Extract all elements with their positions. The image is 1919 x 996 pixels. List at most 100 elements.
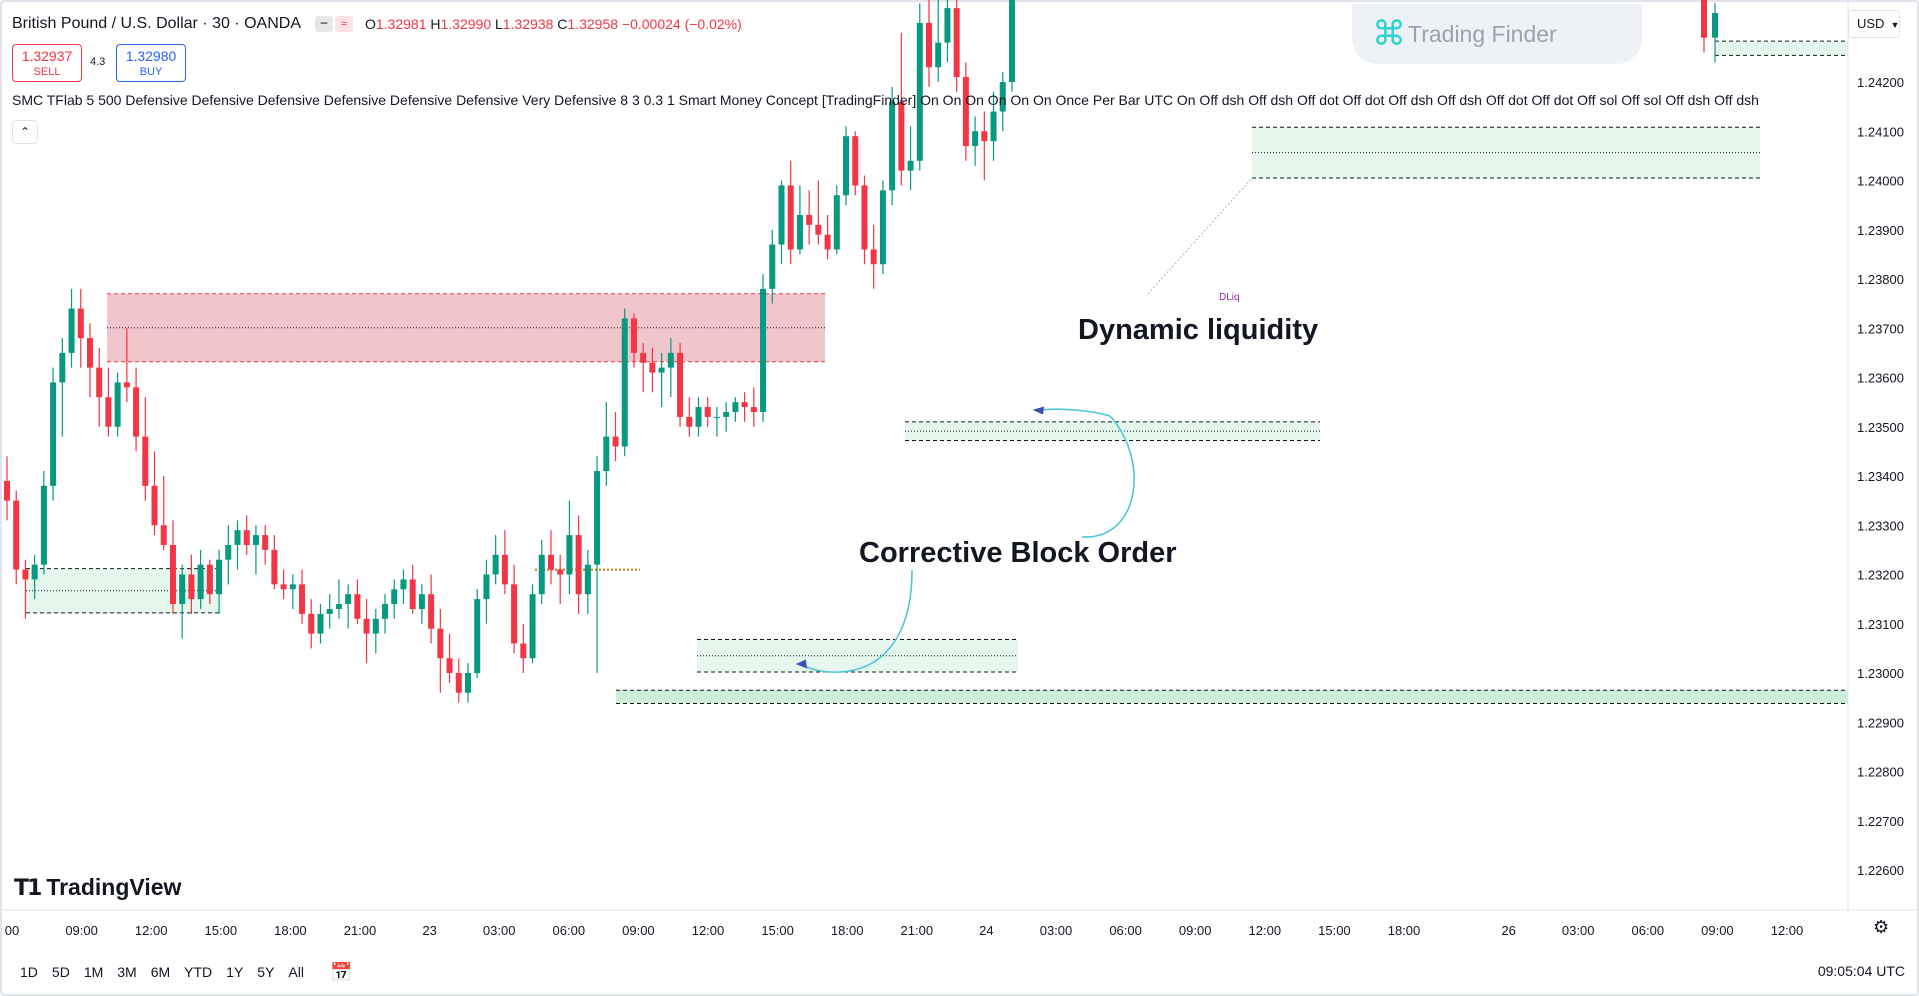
- zone-demand-4[interactable]: [1252, 127, 1760, 179]
- candle-15[interactable]: [142, 397, 149, 501]
- candle-65[interactable]: [603, 402, 610, 486]
- candle-59[interactable]: [547, 530, 554, 585]
- candle-10[interactable]: [96, 347, 103, 427]
- candle-51[interactable]: [474, 589, 481, 678]
- candle-2[interactable]: [22, 559, 29, 619]
- candle-27[interactable]: [252, 525, 259, 575]
- candle-79[interactable]: [732, 397, 739, 422]
- candle-70[interactable]: [649, 347, 656, 393]
- candle-0[interactable]: [4, 456, 10, 521]
- candle-12[interactable]: [114, 372, 121, 437]
- candle-17[interactable]: [160, 476, 167, 550]
- timeframe-6m[interactable]: 6M: [150, 964, 171, 980]
- price-axis[interactable]: 1.24200 1.24100 1.24000 1.23900 1.23800 1.237…: [1847, 0, 1904, 910]
- candle-33[interactable]: [308, 599, 315, 649]
- settings-gear-icon[interactable]: ⚙: [1873, 917, 1890, 937]
- candle-50[interactable]: [465, 663, 471, 703]
- candle-48[interactable]: [446, 633, 453, 683]
- candle-34[interactable]: [317, 604, 324, 644]
- candle-90[interactable]: [833, 185, 840, 255]
- candle-30[interactable]: [280, 569, 287, 600]
- candle-69[interactable]: [640, 343, 647, 393]
- candle-1[interactable]: [13, 490, 20, 585]
- candle-44[interactable]: [409, 564, 416, 614]
- last-candle-0[interactable]: [1701, 0, 1707, 53]
- candle-6[interactable]: [59, 338, 66, 437]
- candle-32[interactable]: [299, 569, 306, 624]
- candle-37[interactable]: [345, 584, 352, 629]
- candle-68[interactable]: [630, 313, 637, 368]
- candle-3[interactable]: [31, 554, 38, 600]
- collapse-legend-button[interactable]: ⌃: [12, 120, 38, 144]
- candle-39[interactable]: [363, 599, 370, 664]
- timeframe-3m[interactable]: 3M: [117, 964, 137, 980]
- candle-52[interactable]: [483, 559, 490, 624]
- candle-16[interactable]: [151, 451, 158, 536]
- candle-75[interactable]: [695, 397, 702, 437]
- candle-105[interactable]: [972, 116, 979, 166]
- candle-100[interactable]: [926, 0, 932, 87]
- candle-87[interactable]: [806, 190, 813, 245]
- timeframe-1y[interactable]: 1Y: [226, 964, 244, 980]
- candle-64[interactable]: [594, 456, 601, 673]
- currency-selector[interactable]: USD ▼: [1848, 10, 1900, 38]
- candle-71[interactable]: [658, 352, 665, 408]
- candle-106[interactable]: [981, 111, 988, 181]
- candle-101[interactable]: [935, 0, 942, 82]
- candle-76[interactable]: [704, 397, 711, 427]
- candle-91[interactable]: [843, 126, 850, 206]
- candle-36[interactable]: [335, 579, 342, 619]
- candle-35[interactable]: [326, 594, 333, 629]
- candle-22[interactable]: [206, 559, 213, 605]
- candle-19[interactable]: [179, 564, 186, 639]
- candle-108[interactable]: [999, 72, 1006, 132]
- candle-23[interactable]: [216, 549, 223, 614]
- candle-5[interactable]: [50, 367, 57, 501]
- candle-38[interactable]: [354, 579, 361, 624]
- candle-81[interactable]: [750, 387, 757, 427]
- candle-8[interactable]: [77, 288, 84, 368]
- candle-82[interactable]: [760, 274, 767, 422]
- candle-80[interactable]: [741, 392, 748, 422]
- candle-46[interactable]: [428, 574, 435, 644]
- candle-66[interactable]: [612, 411, 619, 462]
- candle-58[interactable]: [538, 540, 545, 605]
- timeframe-5y[interactable]: 5Y: [257, 964, 275, 980]
- candle-97[interactable]: [898, 32, 905, 186]
- candle-73[interactable]: [677, 343, 684, 427]
- tradingview-logo[interactable]: 𝗧𝟭 TradingView: [14, 874, 181, 901]
- last-candle-1[interactable]: [1712, 3, 1718, 63]
- candle-13[interactable]: [123, 328, 130, 403]
- candle-61[interactable]: [566, 500, 573, 595]
- candle-67[interactable]: [621, 308, 628, 457]
- candle-11[interactable]: [105, 367, 112, 437]
- candle-98[interactable]: [907, 126, 914, 191]
- candle-95[interactable]: [879, 180, 886, 275]
- candle-25[interactable]: [234, 520, 241, 570]
- timeframe-all[interactable]: All: [288, 964, 304, 980]
- utc-clock[interactable]: 09:05:04 UTC: [1817, 963, 1905, 979]
- time-axis[interactable]: 00 09:00 12:00 15:00 18:00 21:00 23 03:00 06:00 0…: [0, 909, 1919, 938]
- candle-21[interactable]: [197, 549, 204, 609]
- buy-button[interactable]: 1.32980 BUY: [116, 44, 186, 82]
- candle-43[interactable]: [400, 569, 407, 605]
- candle-109[interactable]: [1008, 0, 1015, 92]
- symbol-title[interactable]: British Pound / U.S. Dollar · 30 · OANDA: [12, 15, 301, 32]
- candle-92[interactable]: [852, 131, 859, 196]
- candle-86[interactable]: [796, 185, 803, 255]
- candle-20[interactable]: [188, 554, 195, 614]
- candle-54[interactable]: [501, 530, 508, 595]
- candle-53[interactable]: [492, 535, 499, 585]
- candle-99[interactable]: [916, 3, 923, 171]
- candle-96[interactable]: [889, 86, 896, 206]
- candle-7[interactable]: [68, 288, 75, 368]
- candle-60[interactable]: [557, 554, 564, 605]
- candle-107[interactable]: [990, 91, 997, 161]
- candle-18[interactable]: [169, 520, 176, 614]
- candle-57[interactable]: [529, 584, 536, 664]
- candle-104[interactable]: [962, 62, 969, 161]
- calendar-icon[interactable]: 📅: [329, 961, 353, 982]
- candle-94[interactable]: [870, 224, 877, 289]
- candle-29[interactable]: [271, 535, 278, 590]
- candle-47[interactable]: [437, 608, 444, 693]
